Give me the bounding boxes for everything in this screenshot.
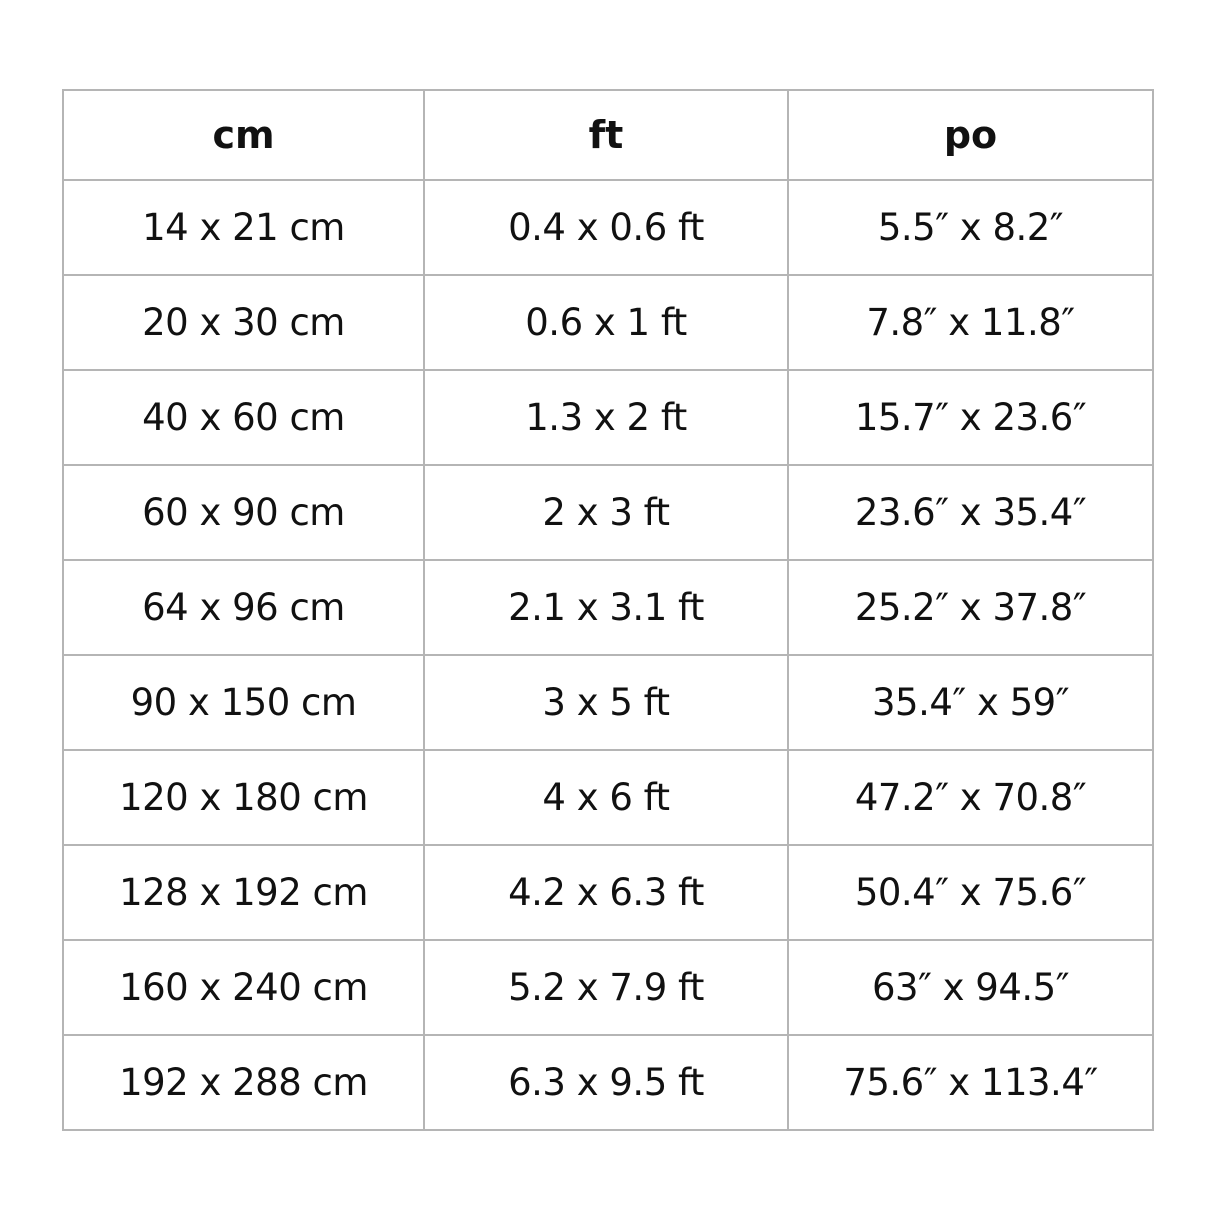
cell-po: 5.5″ x 8.2″: [787, 179, 1154, 276]
cell-cm: 14 x 21 cm: [62, 179, 425, 276]
cell-ft: 4.2 x 6.3 ft: [423, 844, 789, 941]
cell-cm: 160 x 240 cm: [62, 939, 425, 1036]
size-conversion-table: cm ft po 14 x 21 cm 0.4 x 0.6 ft 5.5″ x 8.…: [62, 89, 1154, 1131]
cell-cm: 120 x 180 cm: [62, 749, 425, 846]
table-row: 64 x 96 cm 2.1 x 3.1 ft 25.2″ x 37.8″: [62, 559, 1154, 656]
cell-cm: 90 x 150 cm: [62, 654, 425, 751]
cell-ft: 5.2 x 7.9 ft: [423, 939, 789, 1036]
cell-cm: 20 x 30 cm: [62, 274, 425, 371]
header-row: cm ft po: [62, 89, 1154, 181]
table-row: 128 x 192 cm 4.2 x 6.3 ft 50.4″ x 75.6″: [62, 844, 1154, 941]
cell-ft: 6.3 x 9.5 ft: [423, 1034, 789, 1131]
cell-po: 7.8″ x 11.8″: [787, 274, 1154, 371]
cell-ft: 3 x 5 ft: [423, 654, 789, 751]
cell-po: 75.6″ x 113.4″: [787, 1034, 1154, 1131]
table-row: 160 x 240 cm 5.2 x 7.9 ft 63″ x 94.5″: [62, 939, 1154, 1036]
cell-ft: 4 x 6 ft: [423, 749, 789, 846]
cell-ft: 2.1 x 3.1 ft: [423, 559, 789, 656]
cell-po: 15.7″ x 23.6″: [787, 369, 1154, 466]
cell-ft: 2 x 3 ft: [423, 464, 789, 561]
table-row: 192 x 288 cm 6.3 x 9.5 ft 75.6″ x 113.4″: [62, 1034, 1154, 1131]
cell-cm: 64 x 96 cm: [62, 559, 425, 656]
cell-po: 25.2″ x 37.8″: [787, 559, 1154, 656]
cell-po: 47.2″ x 70.8″: [787, 749, 1154, 846]
cell-ft: 0.6 x 1 ft: [423, 274, 789, 371]
table-row: 60 x 90 cm 2 x 3 ft 23.6″ x 35.4″: [62, 464, 1154, 561]
cell-cm: 60 x 90 cm: [62, 464, 425, 561]
cell-cm: 128 x 192 cm: [62, 844, 425, 941]
header-ft: ft: [423, 89, 789, 181]
table-row: 40 x 60 cm 1.3 x 2 ft 15.7″ x 23.6″: [62, 369, 1154, 466]
cell-cm: 192 x 288 cm: [62, 1034, 425, 1131]
cell-cm: 40 x 60 cm: [62, 369, 425, 466]
header-po: po: [787, 89, 1154, 181]
table-row: 14 x 21 cm 0.4 x 0.6 ft 5.5″ x 8.2″: [62, 179, 1154, 276]
header-cm: cm: [62, 89, 425, 181]
cell-ft: 0.4 x 0.6 ft: [423, 179, 789, 276]
cell-po: 23.6″ x 35.4″: [787, 464, 1154, 561]
cell-po: 50.4″ x 75.6″: [787, 844, 1154, 941]
cell-po: 35.4″ x 59″: [787, 654, 1154, 751]
table-row: 90 x 150 cm 3 x 5 ft 35.4″ x 59″: [62, 654, 1154, 751]
table-row: 120 x 180 cm 4 x 6 ft 47.2″ x 70.8″: [62, 749, 1154, 846]
table-row: 20 x 30 cm 0.6 x 1 ft 7.8″ x 11.8″: [62, 274, 1154, 371]
cell-ft: 1.3 x 2 ft: [423, 369, 789, 466]
cell-po: 63″ x 94.5″: [787, 939, 1154, 1036]
